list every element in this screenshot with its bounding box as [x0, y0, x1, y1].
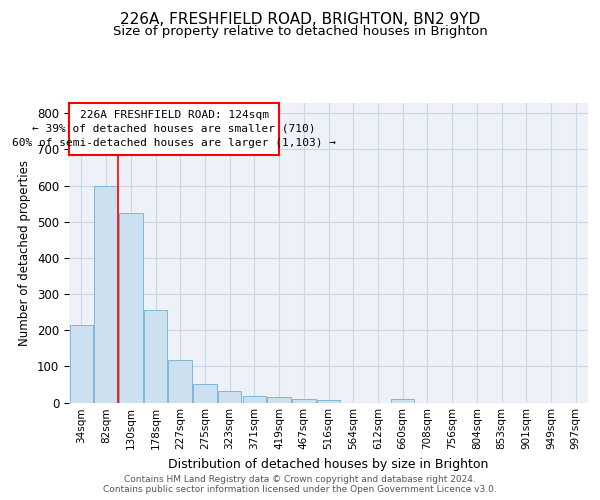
Bar	[169, 360, 192, 403]
Y-axis label: Number of detached properties: Number of detached properties	[19, 160, 31, 346]
Bar	[144, 310, 167, 402]
Text: Size of property relative to detached houses in Brighton: Size of property relative to detached ho…	[113, 25, 487, 38]
Text: 226A, FRESHFIELD ROAD, BRIGHTON, BN2 9YD: 226A, FRESHFIELD ROAD, BRIGHTON, BN2 9YD	[120, 12, 480, 28]
Bar	[193, 384, 217, 402]
Bar	[94, 186, 118, 402]
Bar	[391, 399, 415, 402]
Bar	[119, 212, 143, 402]
Bar	[317, 400, 340, 402]
Bar	[292, 399, 316, 402]
Text: Contains HM Land Registry data © Crown copyright and database right 2024.: Contains HM Land Registry data © Crown c…	[124, 475, 476, 484]
Bar	[70, 325, 93, 402]
Bar	[218, 390, 241, 402]
Bar	[268, 398, 291, 402]
Text: Contains public sector information licensed under the Open Government Licence v3: Contains public sector information licen…	[103, 485, 497, 494]
Bar	[242, 396, 266, 402]
X-axis label: Distribution of detached houses by size in Brighton: Distribution of detached houses by size …	[169, 458, 488, 471]
